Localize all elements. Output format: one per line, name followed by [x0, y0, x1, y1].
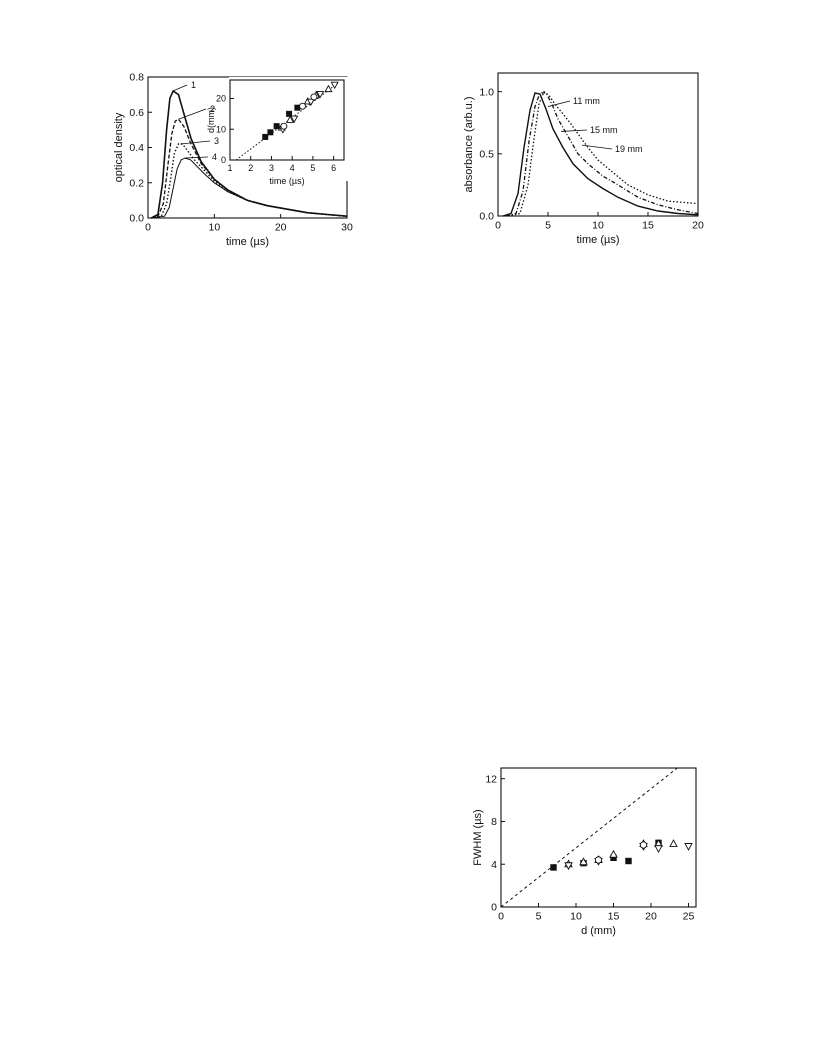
od-curve-label: 3: [214, 136, 219, 146]
od-ytick-label: 0.8: [129, 72, 144, 84]
fwhm-xtick-label: 5: [536, 911, 542, 923]
inset-point: [286, 115, 295, 123]
inset-point: [280, 122, 288, 130]
od-xtick-label: 20: [275, 222, 287, 234]
od-curve-callout: [184, 156, 209, 159]
od-ytick-label: 0.6: [129, 107, 144, 119]
inset-xtick-label: 6: [331, 163, 336, 173]
inset-point: [290, 115, 299, 123]
od-curve-label: 4: [212, 152, 217, 162]
inset-frame: [229, 79, 345, 161]
abs-xtick-label: 10: [592, 220, 604, 232]
abs-series-line: [502, 92, 699, 217]
inset-x-axis-label: time (µs): [269, 176, 304, 186]
inset-point: [273, 123, 280, 130]
abs-ytick-label: 1.0: [479, 86, 494, 98]
inset-point: [324, 84, 333, 93]
fwhm-reference-line: [500, 767, 678, 908]
fwhm-point: [594, 856, 603, 864]
inset-y-axis-label: d(mm): [206, 107, 216, 133]
inset-point: [267, 129, 274, 136]
abs-frame: [497, 72, 699, 217]
fwhm-point: [550, 864, 557, 871]
od-y-axis-label: optical density: [113, 112, 125, 182]
inset-ytick-label: 20: [216, 94, 226, 104]
abs-y-axis-label: absorbance (arb.u.): [463, 97, 475, 193]
abs-ytick-label: 0.0: [479, 211, 494, 223]
fwhm-xtick-label: 25: [683, 911, 695, 923]
abs-ytick-label: 0.5: [479, 149, 494, 161]
abs-curve-callout: [581, 144, 613, 150]
od-inset-background: [229, 77, 348, 181]
od-xtick-label: 30: [341, 222, 353, 234]
inset-point: [330, 81, 339, 90]
inset-point: [262, 133, 269, 140]
od-ytick-label: 0.2: [129, 177, 144, 189]
abs-series-line: [505, 92, 699, 217]
inset-xtick-label: 1: [227, 163, 232, 173]
inset-point: [286, 110, 293, 117]
inset-point: [306, 98, 315, 107]
abs-curve-label: 15 mm: [590, 125, 618, 135]
inset-ytick-label: 10: [216, 124, 226, 134]
od-ytick-label: 0.0: [129, 213, 144, 225]
inset-xtick-label: 3: [269, 163, 274, 173]
fwhm-ytick-label: 12: [485, 773, 497, 785]
fwhm-point: [610, 854, 617, 862]
fwhm-xtick-label: 20: [645, 911, 657, 923]
fwhm-point: [669, 839, 678, 847]
fwhm-xtick-label: 0: [498, 911, 504, 923]
fwhm-ytick-label: 8: [491, 816, 497, 828]
inset-point: [294, 104, 301, 111]
abs-xtick-label: 0: [495, 220, 501, 232]
od-series-line-4: [151, 157, 348, 219]
abs-xtick-label: 15: [642, 220, 654, 232]
abs-curve-callout: [547, 100, 571, 107]
od-curve-label: 1: [191, 80, 196, 90]
inset-point: [316, 90, 325, 99]
abs-xtick-label: 5: [545, 220, 551, 232]
inset-xtick-label: 5: [310, 163, 315, 173]
od-curve-callout: [178, 108, 207, 120]
inset-xtick-label: 2: [248, 163, 253, 173]
abs-x-axis-label: time (µs): [576, 234, 619, 246]
fwhm-x-axis-label: d (mm): [581, 925, 616, 937]
fwhm-point: [684, 843, 693, 851]
fwhm-point: [579, 857, 588, 866]
abs-curve-callout: [560, 129, 588, 132]
inset-ytick-label: 0: [221, 155, 226, 165]
od-xtick-label: 0: [145, 222, 151, 234]
od-xtick-label: 10: [208, 222, 220, 234]
abs-xtick-label: 20: [692, 220, 704, 232]
inset-point: [299, 102, 306, 110]
fwhm-ytick-label: 0: [491, 902, 497, 914]
inset-xtick-label: 4: [290, 163, 295, 173]
fwhm-xtick-label: 10: [570, 911, 582, 923]
inset-point: [310, 93, 318, 101]
fwhm-point: [639, 841, 648, 849]
od-curve-callout: [180, 140, 211, 145]
od-curve-label: 2: [210, 104, 215, 114]
fwhm-ytick-label: 4: [491, 859, 497, 871]
fwhm-point: [564, 862, 573, 871]
abs-series-line: [507, 90, 699, 217]
fwhm-frame: [500, 767, 697, 908]
abs-curve-label: 11 mm: [573, 96, 600, 106]
od-x-axis-label: time (µs): [226, 236, 269, 248]
fwhm-y-axis-label: FWHM (µs): [472, 809, 484, 865]
od-curve-callout: [172, 84, 188, 92]
fwhm-point: [609, 849, 618, 858]
abs-curve-label: 19 mm: [615, 144, 643, 154]
fwhm-xtick-label: 15: [608, 911, 620, 923]
od-ytick-label: 0.4: [129, 142, 144, 154]
fwhm-point: [625, 857, 632, 865]
fwhm-point: [654, 845, 663, 853]
